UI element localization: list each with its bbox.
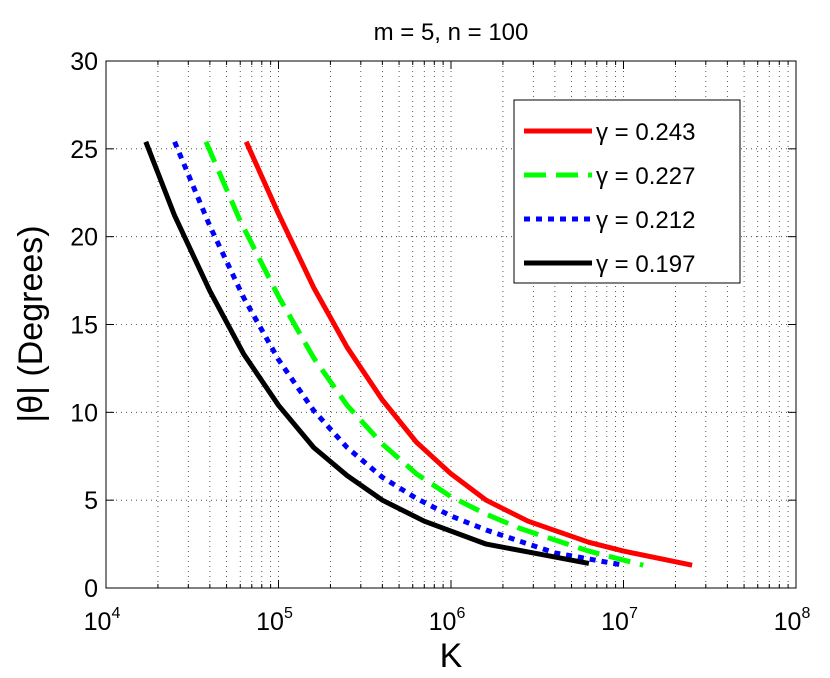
x-tick-base: 10 bbox=[429, 608, 457, 636]
x-tick-label: 107 bbox=[601, 605, 638, 636]
series-line bbox=[143, 140, 590, 566]
series-line bbox=[172, 140, 624, 568]
x-tick-exponent: 5 bbox=[284, 605, 293, 622]
chart-title: m = 5, n = 100 bbox=[374, 19, 529, 46]
x-tick-exponent: 7 bbox=[629, 605, 638, 622]
y-tick-labels: 0 5 10 15 20 25 30 bbox=[70, 48, 98, 603]
y-tick-label: 20 bbox=[70, 224, 98, 252]
x-tick-exponent: 4 bbox=[111, 605, 120, 622]
x-tick-base: 10 bbox=[256, 608, 284, 636]
legend-label: γ = 0.227 bbox=[596, 163, 695, 190]
legend: γ = 0.243 γ = 0.227 γ = 0.212 γ = 0.197 bbox=[513, 99, 741, 284]
axis-ticks bbox=[105, 60, 796, 589]
x-tick-label: 108 bbox=[774, 605, 811, 636]
y-tick-label: 0 bbox=[84, 575, 98, 603]
y-axis-title: |θ| (Degrees) bbox=[12, 225, 50, 422]
legend-label: γ = 0.197 bbox=[596, 251, 695, 278]
x-tick-label: 104 bbox=[84, 605, 121, 636]
grid bbox=[106, 61, 796, 588]
x-tick-exponent: 6 bbox=[456, 605, 465, 622]
y-tick-label: 25 bbox=[70, 136, 98, 164]
series-lines bbox=[143, 140, 693, 568]
legend-label: γ = 0.212 bbox=[596, 207, 695, 234]
x-tick-exponent: 8 bbox=[801, 605, 810, 622]
legend-label: γ = 0.243 bbox=[596, 119, 695, 146]
x-tick-base: 10 bbox=[84, 608, 112, 636]
x-tick-label: 105 bbox=[256, 605, 293, 636]
y-tick-label: 10 bbox=[70, 399, 98, 427]
y-tick-label: 15 bbox=[70, 312, 98, 340]
y-tick-label: 30 bbox=[70, 48, 98, 76]
x-axis-title: K bbox=[440, 637, 463, 675]
x-tick-label: 106 bbox=[429, 605, 466, 636]
x-tick-base: 10 bbox=[601, 608, 629, 636]
x-tick-base: 10 bbox=[774, 608, 802, 636]
series-line bbox=[203, 140, 644, 568]
y-tick-label: 5 bbox=[84, 487, 98, 515]
x-tick-labels: 104 105 106 107 108 bbox=[84, 605, 811, 636]
series-line bbox=[243, 140, 693, 568]
